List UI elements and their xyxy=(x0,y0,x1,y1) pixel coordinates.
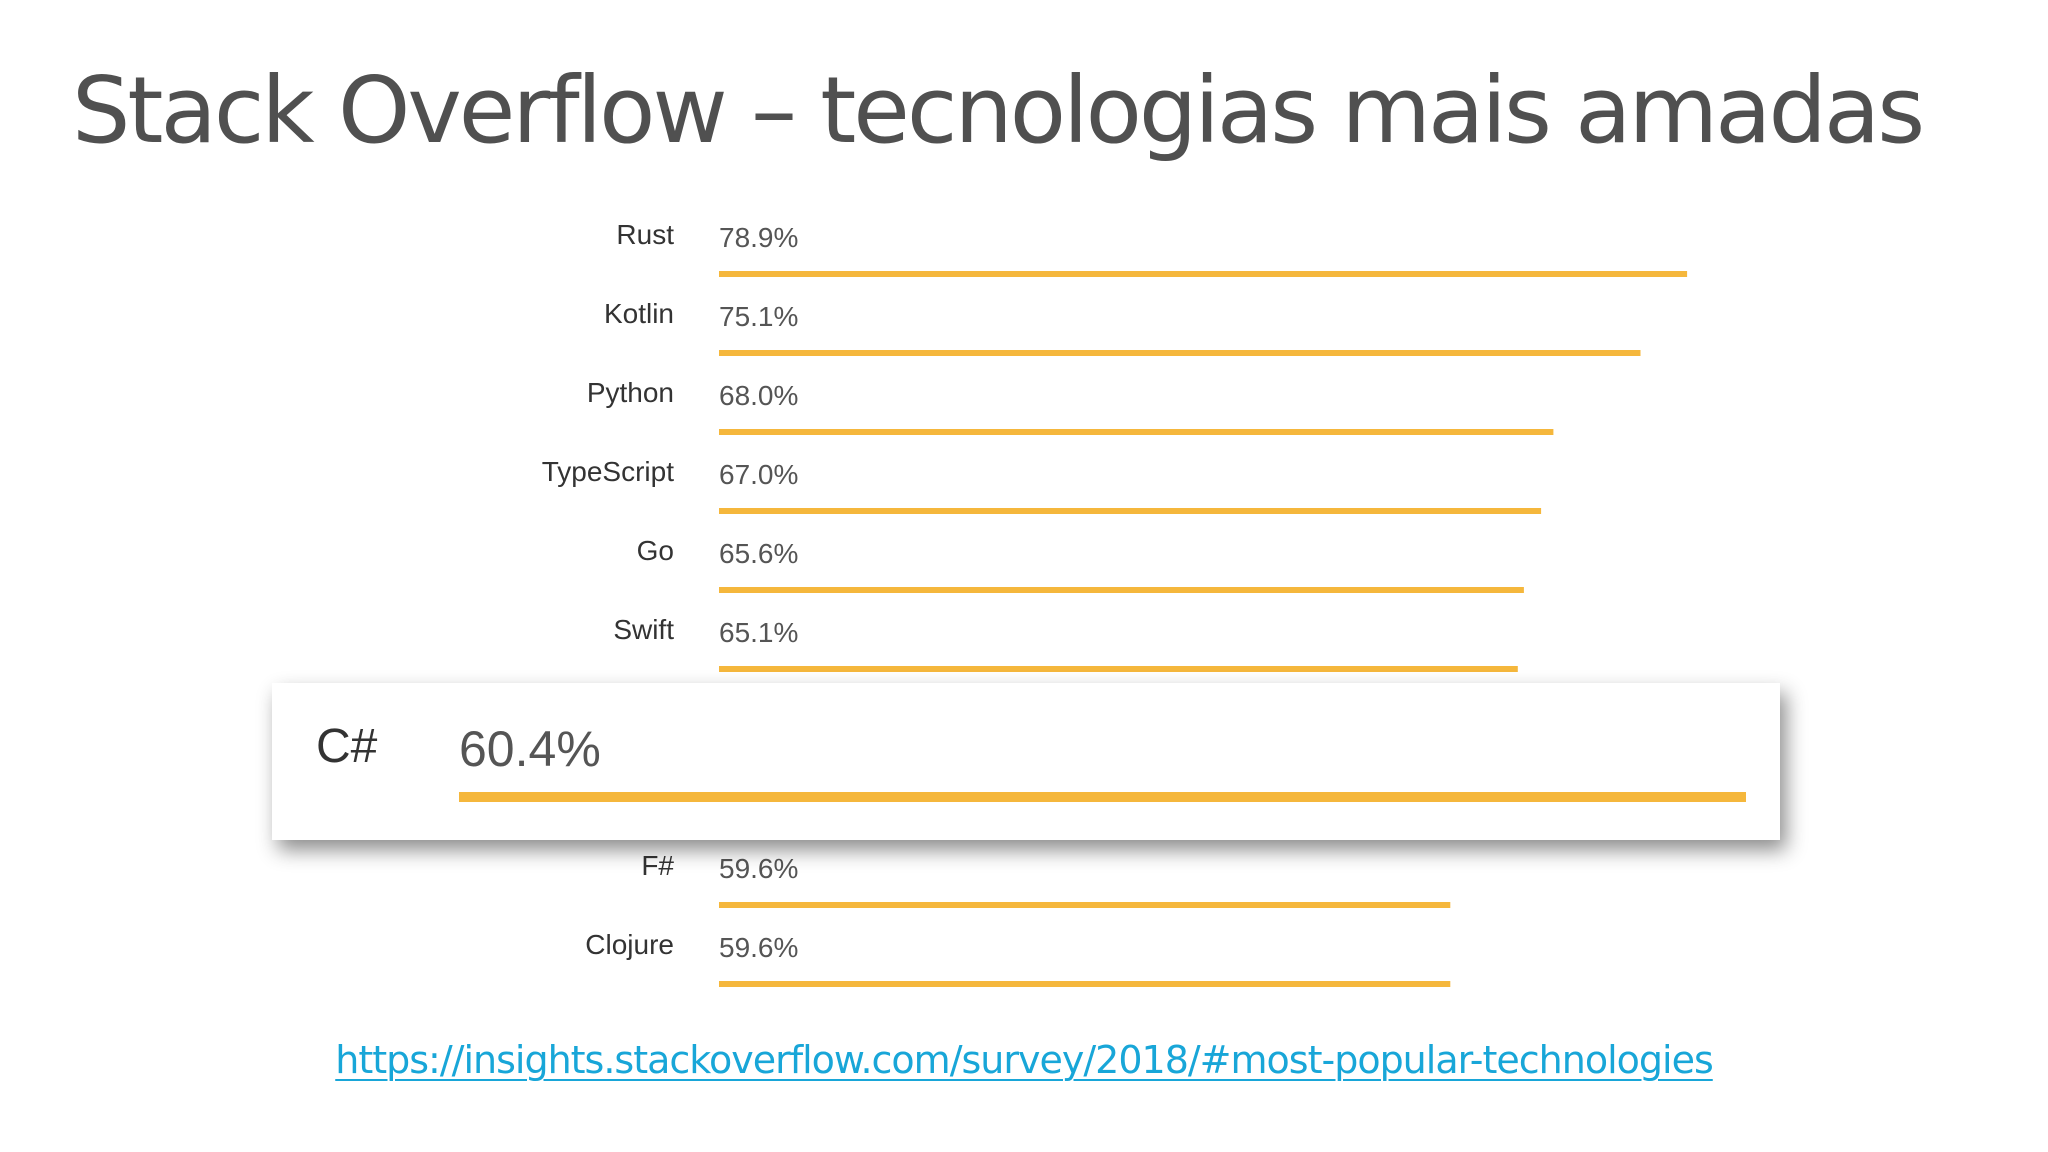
bar-clojure xyxy=(719,981,1451,987)
bar-typescript xyxy=(719,508,1542,514)
value-label-python: 68.0% xyxy=(719,380,798,411)
category-label-swift: Swift xyxy=(613,614,674,645)
value-label-c-sharp: 60.4% xyxy=(459,721,601,777)
bar-rust xyxy=(719,271,1688,277)
category-label-rust: Rust xyxy=(616,219,674,250)
bar-chart: Rust 78.9% Kotlin 75.1% Python 68.0% TypeScrip… xyxy=(272,219,1780,987)
bar-kotlin xyxy=(719,350,1641,356)
bar-swift xyxy=(719,666,1518,672)
bar-python xyxy=(719,429,1554,435)
highlight-card xyxy=(272,683,1780,840)
category-label-typescript: TypeScript xyxy=(542,456,674,487)
value-label-go: 65.6% xyxy=(719,538,798,569)
category-label-kotlin: Kotlin xyxy=(604,298,674,329)
bar-f-sharp xyxy=(719,902,1451,908)
slide-title: Stack Overflow – tecnologias mais amadas xyxy=(72,57,1925,164)
category-label-f-sharp: F# xyxy=(641,850,674,881)
highlight-callout: C# 60.4% xyxy=(272,683,1780,840)
chart-rows: Rust 78.9% Kotlin 75.1% Python 68.0% TypeScrip… xyxy=(542,219,1688,987)
value-label-clojure: 59.6% xyxy=(719,932,798,963)
category-label-c-sharp: C# xyxy=(316,720,378,773)
value-label-f-sharp: 59.6% xyxy=(719,853,798,884)
source-link[interactable]: https://insights.stackoverflow.com/surve… xyxy=(335,1038,1714,1082)
value-label-swift: 65.1% xyxy=(719,617,798,648)
value-label-kotlin: 75.1% xyxy=(719,301,798,332)
category-label-python: Python xyxy=(587,377,674,408)
category-label-go: Go xyxy=(637,535,674,566)
category-label-clojure: Clojure xyxy=(585,929,674,960)
value-label-rust: 78.9% xyxy=(719,222,798,253)
bar-go xyxy=(719,587,1524,593)
bar-c-sharp xyxy=(459,792,1746,802)
value-label-typescript: 67.0% xyxy=(719,459,798,490)
